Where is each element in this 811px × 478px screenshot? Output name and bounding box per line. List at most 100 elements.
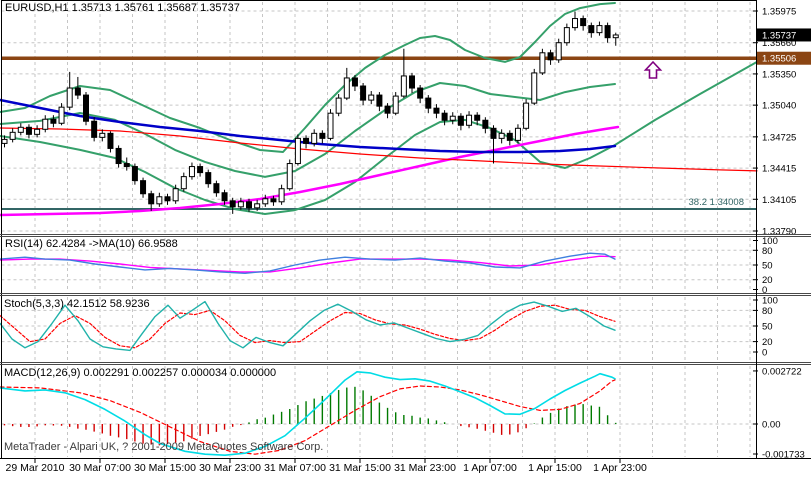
bull-candle — [563, 27, 570, 44]
red-moving-average — [0, 127, 758, 172]
stoch-panel-title: Stoch(5,3,3) 42.1512 58.9236 — [4, 298, 150, 310]
bull-candle — [572, 18, 578, 29]
bull-candle — [343, 77, 350, 99]
bull-candle — [188, 166, 195, 178]
stoch-main-line — [0, 300, 616, 352]
stoch-tick-label: 50 — [762, 322, 773, 333]
bull-candle — [335, 97, 342, 114]
bull-candle — [58, 106, 65, 124]
stoch-tick-label: 100 — [762, 296, 778, 307]
bear-candle — [580, 18, 587, 27]
magenta-moving-average — [0, 125, 620, 217]
bear-candle — [417, 87, 424, 99]
rsi-tick-label: 50 — [762, 261, 773, 272]
stoch-signal-line — [0, 304, 616, 349]
price-tick-label: 1.34725 — [762, 132, 796, 143]
bull-candle — [286, 163, 293, 190]
platform-watermark: MetaTrader - Alpari UK, ? 2001-2009 Meta… — [4, 441, 324, 453]
bear-candle — [482, 119, 489, 129]
bear-candle — [457, 115, 464, 126]
price-tick-label: 1.35040 — [762, 101, 796, 112]
bear-candle — [351, 77, 358, 87]
bull-candle — [498, 132, 505, 139]
price-tick-label: 1.34415 — [762, 164, 796, 175]
bear-candle — [409, 75, 415, 89]
bull-candle — [400, 75, 407, 97]
bear-candle — [221, 192, 228, 202]
bear-candle — [213, 183, 220, 194]
bear-candle — [246, 201, 252, 209]
bull-candle — [514, 127, 521, 141]
bear-candle — [319, 132, 326, 139]
bull-candle — [311, 132, 318, 144]
rsi-ma-line — [0, 255, 616, 273]
bull-candle — [66, 87, 73, 108]
bear-candle — [91, 120, 98, 138]
bear-candle — [123, 163, 130, 168]
bear-candle — [83, 94, 89, 122]
bear-candle — [205, 172, 212, 185]
bear-candle — [74, 87, 81, 96]
current-price-marker-label: 1.35737 — [762, 30, 796, 41]
bull-candle — [180, 176, 187, 190]
time-axis-label: 1 Apr 07:00 — [463, 462, 517, 474]
bear-candle — [384, 105, 391, 114]
bear-candle — [425, 97, 432, 109]
up-arrow-signal-icon[interactable] — [643, 60, 663, 79]
bull-candle — [42, 118, 49, 130]
bull-candle — [523, 102, 530, 129]
blue-moving-average — [0, 98, 617, 154]
bear-candle — [148, 193, 155, 205]
bull-candle — [612, 34, 619, 39]
bull-candle — [368, 94, 375, 101]
macd-tick-label: -0.001733 — [762, 450, 805, 461]
bear-candle — [441, 112, 448, 121]
time-axis-label: 1 Apr 15:00 — [528, 462, 582, 474]
bull-candle — [392, 95, 399, 114]
time-axis-label: 1 Apr 23:00 — [593, 462, 647, 474]
bear-candle — [25, 126, 32, 135]
time-axis-label: 31 Mar 15:00 — [329, 462, 391, 474]
price-tick-label: 1.35350 — [762, 69, 796, 80]
bear-candle — [588, 25, 595, 34]
time-axis-label: 30 Mar 15:00 — [134, 462, 196, 474]
time-axis-label: 31 Mar 23:00 — [394, 462, 456, 474]
rsi-tick-label: 0 — [762, 285, 767, 296]
macd-signal-line — [0, 379, 616, 455]
bull-candle — [555, 42, 562, 61]
time-axis-label: 30 Mar 07:00 — [69, 462, 131, 474]
macd-panel-title: MACD(12,26,9) 0.002291 0.002257 0.000034… — [4, 367, 277, 379]
bear-candle — [547, 52, 554, 61]
rsi-tick-label: 80 — [762, 246, 773, 257]
bollinger-lower-band — [0, 60, 758, 215]
bull-candle — [17, 126, 24, 133]
bull-candle — [237, 201, 244, 208]
stoch-tick-label: 0 — [762, 348, 767, 359]
bear-candle — [303, 137, 310, 144]
level-price-marker — [757, 51, 811, 65]
bear-candle — [433, 107, 440, 114]
bear-candle — [107, 132, 114, 149]
bear-candle — [490, 127, 497, 139]
macd-tick-label: 0.002722 — [762, 366, 802, 377]
bull-candle — [254, 203, 261, 209]
time-axis-label: 30 Mar 23:00 — [199, 462, 261, 474]
bull-candle — [531, 72, 538, 104]
bull-candle — [262, 198, 269, 205]
bull-candle — [156, 196, 163, 205]
rsi-tick-label: 100 — [762, 236, 778, 247]
bull-candle — [596, 25, 603, 34]
rsi-panel-title: RSI(14) 62.4284 ->MA(10) 66.9588 — [5, 238, 178, 250]
bull-candle — [99, 132, 106, 138]
rsi-line — [0, 252, 616, 274]
bear-candle — [164, 196, 171, 202]
bull-candle — [34, 128, 41, 135]
current-price-marker — [757, 28, 811, 42]
bear-candle — [270, 198, 277, 203]
bull-candle — [327, 112, 334, 139]
stoch-tick-label: 80 — [762, 306, 773, 317]
bear-candle — [604, 25, 611, 39]
level-price-marker-label: 1.35506 — [762, 54, 796, 65]
